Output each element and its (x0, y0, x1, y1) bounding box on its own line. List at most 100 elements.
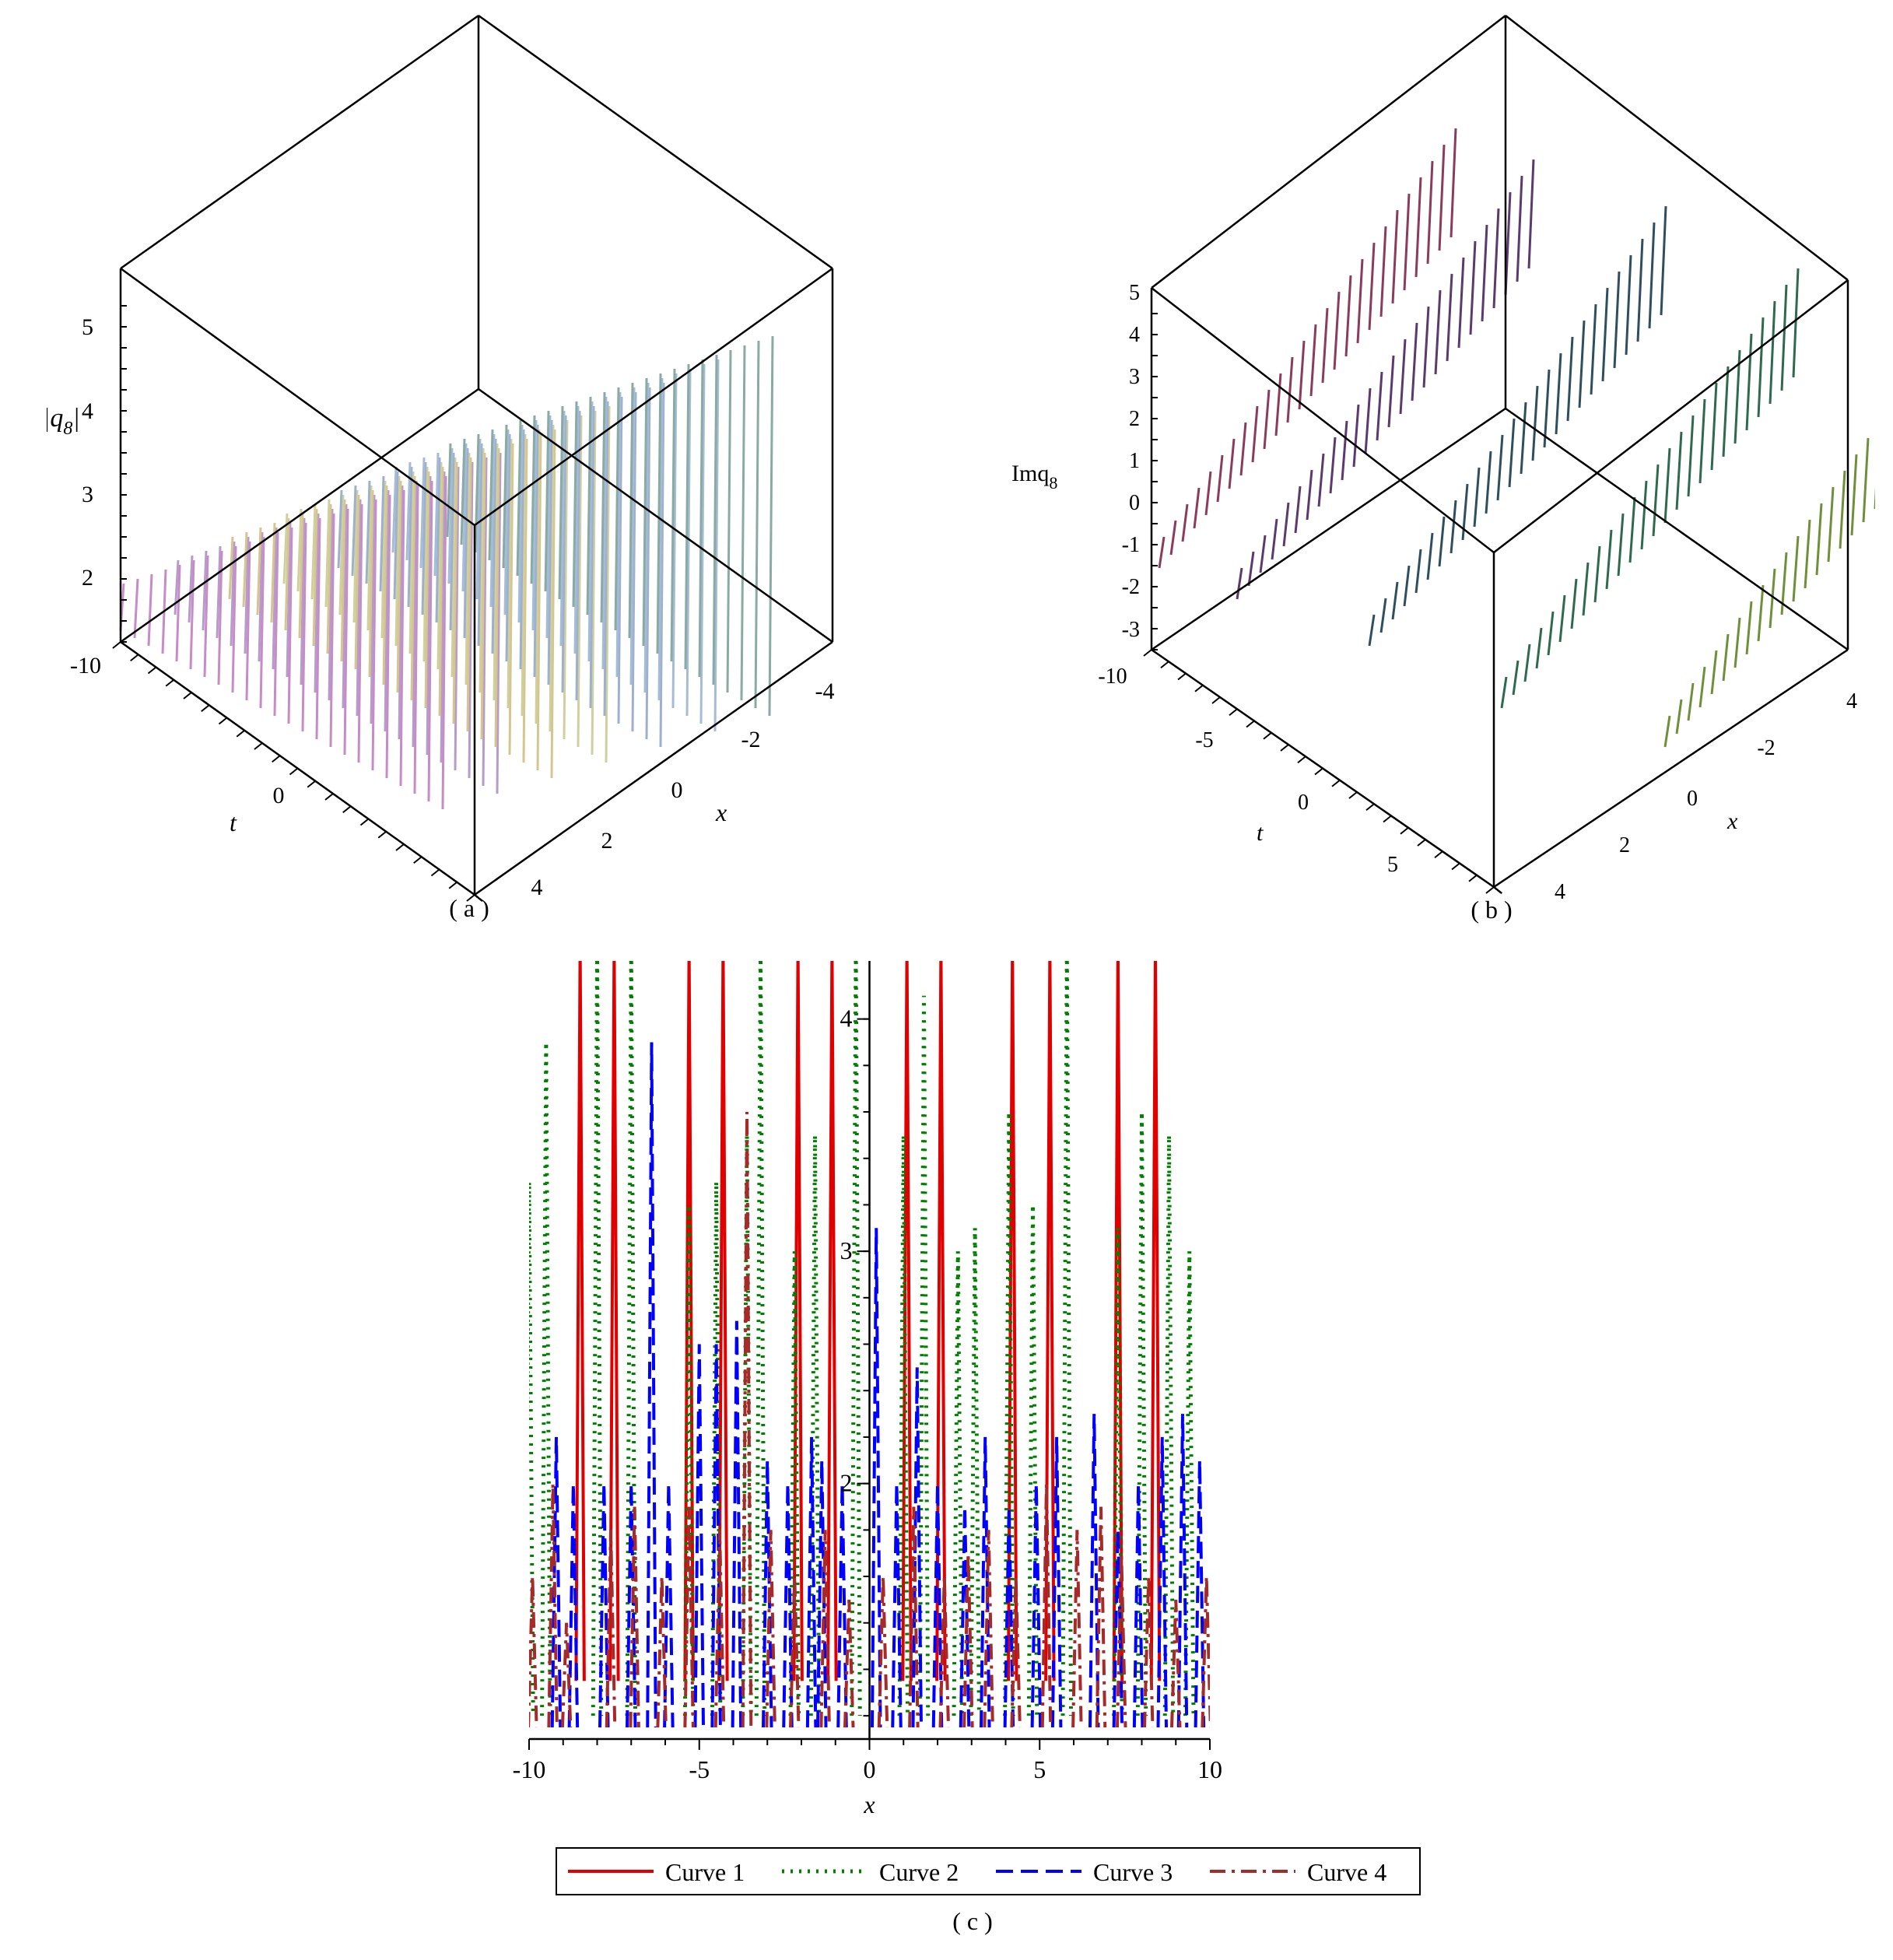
ridge-spike (1379, 226, 1387, 317)
t-axis-tick (147, 666, 157, 675)
surface-plot-b: -3 -2 -1 0 1 2 3 4 5 Imq8 -10 -5 0 5 t 4… (1011, 15, 1893, 924)
ridge-spike (1605, 529, 1613, 590)
ridge-spike (324, 499, 331, 608)
ridge-spike (605, 405, 611, 763)
t-tick-5: 5 (1387, 853, 1398, 877)
ridge-spike (1492, 208, 1500, 309)
t-tick-0: 0 (273, 783, 285, 808)
ridge-spike (587, 401, 594, 662)
ridge-spike (589, 405, 595, 709)
ridge-spike (544, 410, 550, 592)
t-axis-tick (201, 704, 210, 713)
ridge-spike (1317, 453, 1325, 507)
ridge-spike (1298, 340, 1306, 410)
ridge-spike (474, 433, 480, 553)
ridge-spike (519, 429, 525, 670)
ridge-spike (1566, 336, 1574, 422)
ridge-spike (259, 536, 265, 709)
ridge-spike (312, 508, 318, 647)
surface-ridges-a (119, 335, 774, 810)
ridge-spike (1438, 144, 1446, 251)
ridge-spike (315, 517, 321, 740)
ridge-spike (1512, 660, 1520, 696)
ridge-spike (505, 433, 511, 662)
t-axis-tick (324, 793, 334, 801)
ridge-spike (493, 443, 499, 701)
ridge-spike (1271, 518, 1278, 560)
ridge-spike (563, 419, 569, 740)
ridge-spike (1613, 271, 1621, 369)
ridge-spike (577, 415, 583, 748)
ridge-spike (286, 522, 292, 678)
ridge-spike (1733, 617, 1741, 668)
ridge-spike (1757, 317, 1765, 418)
ridge-spike (412, 480, 418, 748)
surface-plot-a: 2 3 4 5 |q8| -10 0 t 4 2 0 -2 -4 x ( a ) (43, 14, 835, 922)
ridge-spike (1582, 562, 1590, 616)
plot-area-c (529, 961, 1210, 1728)
ridge-spike (1652, 464, 1660, 537)
ridge-spike (1368, 614, 1376, 647)
ridge-spike (489, 433, 496, 608)
ridge-spike (507, 438, 513, 709)
ridge-spike (1259, 535, 1267, 573)
ridge-spike (351, 485, 357, 577)
ridge-spike (202, 550, 208, 631)
ridge-spike (561, 415, 567, 693)
t-tick-0: 0 (1298, 791, 1309, 815)
ridge-spike (572, 401, 578, 608)
ridge-spike (284, 517, 290, 631)
ridge-spike (1411, 322, 1418, 401)
z-tick-minus2: -2 (1122, 575, 1140, 599)
ridge-spike (394, 475, 401, 647)
ridge-spike (1263, 389, 1271, 450)
ridge-spike (1282, 502, 1290, 547)
x-axis-tick (474, 894, 483, 902)
ridge-spike (1438, 516, 1446, 567)
x-tick-label: 10 (1197, 1755, 1222, 1783)
ridge-spike (228, 536, 234, 600)
ridge-spike (1769, 568, 1776, 629)
ridge-spike (245, 541, 251, 701)
z-tick-3: 3 (82, 482, 93, 507)
t-axis-tick (1400, 826, 1409, 835)
t-axis-tick (1331, 779, 1341, 787)
ridge-spike (1660, 205, 1667, 316)
t-axis-tick (254, 742, 263, 750)
ridge-spike (573, 405, 580, 654)
ridge-spike (645, 387, 651, 740)
ridge-spike (522, 438, 528, 763)
t-axis-tick (165, 678, 174, 687)
series-2-line (529, 961, 1196, 1716)
ridge-spike (1527, 159, 1535, 269)
ridge-spike (479, 447, 485, 693)
ridge-spike (1422, 306, 1430, 388)
t-axis-tick (413, 856, 422, 864)
ridge-spike (1251, 405, 1259, 463)
ridge-spike (436, 461, 443, 670)
x-axis-label: x (863, 1790, 875, 1818)
ridge-spike (421, 461, 427, 615)
ridge-spike (503, 429, 510, 615)
ridge-spike (1687, 682, 1695, 721)
ridge-spike (1640, 480, 1648, 550)
ridge-spike (1850, 454, 1858, 536)
axis-ticks-a (112, 305, 483, 902)
ridge-spike (449, 452, 455, 631)
ridge-spike (354, 494, 360, 670)
ridge-spike (391, 466, 398, 553)
ridge-spike (1675, 699, 1683, 735)
t-axis-tick (218, 717, 228, 725)
t-axis-label: t (230, 808, 237, 836)
ridge-spike (1387, 355, 1395, 428)
ridge-spike (1403, 565, 1411, 607)
ridge-spike (643, 382, 650, 693)
x-tick-0: 0 (1687, 787, 1698, 811)
ridge-spike (684, 363, 690, 670)
ridge-spike (1523, 643, 1531, 682)
t-axis-tick (1229, 708, 1238, 717)
ridge-spike (1274, 373, 1282, 437)
ridge-spike (603, 401, 609, 717)
ridge-spike (272, 527, 278, 670)
legend: Curve 1 Curve 2 Curve 3 Curve 4 (556, 1847, 1421, 1895)
